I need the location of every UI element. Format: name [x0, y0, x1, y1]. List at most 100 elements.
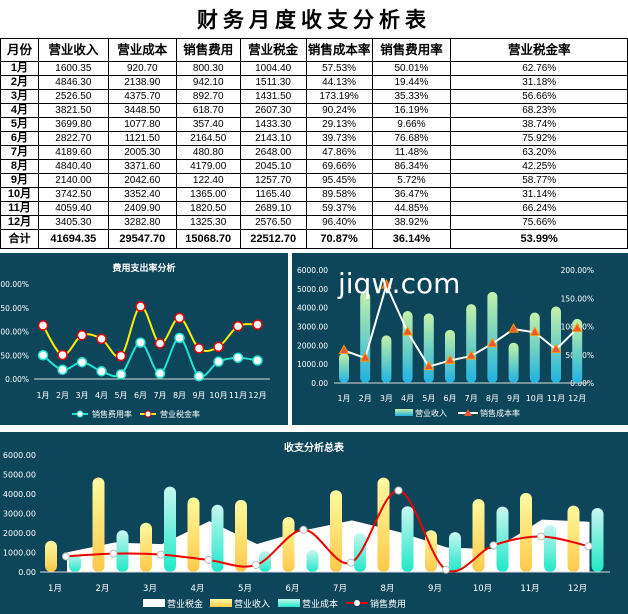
table-cell: 2526.50	[37, 89, 109, 104]
data-point	[299, 525, 308, 534]
revenue-bar	[140, 522, 152, 572]
data-point	[213, 356, 224, 367]
data-point	[347, 558, 355, 567]
data-point	[154, 368, 166, 379]
data-point	[252, 355, 263, 366]
triangle-marker	[359, 352, 371, 362]
legend-label: 销售费用率	[92, 409, 132, 419]
cost-bar	[211, 504, 224, 572]
data-point	[115, 369, 127, 380]
table-cell: 9月	[0, 173, 39, 188]
table-cell: 62.76%	[450, 61, 628, 76]
x-tick-label: 8月	[486, 394, 499, 403]
column-header: 销售成本率	[305, 38, 373, 62]
revenue-bar	[360, 291, 371, 383]
x-tick-label: 10月	[209, 391, 227, 400]
table-cell: 44.85%	[371, 201, 452, 216]
table-cell: 618.70	[175, 103, 241, 118]
revenue-bar	[466, 304, 477, 383]
y-tick-label: 6000.00	[297, 266, 328, 275]
table-cell: 8月	[0, 159, 39, 174]
x-tick-label: 8月	[173, 391, 186, 400]
revenue-bar	[487, 291, 498, 383]
y-tick-label: 6000.00	[3, 451, 36, 460]
total-cell: 70.87%	[305, 229, 373, 249]
x-tick-label: 6月	[443, 394, 456, 403]
revenue-bar	[45, 540, 57, 572]
table-cell: 36.47%	[371, 187, 452, 202]
x-tick-label: 10月	[526, 394, 544, 403]
table-cell: 3821.50	[37, 103, 109, 118]
column-header: 月份	[0, 38, 39, 62]
table-cell: 3699.80	[37, 117, 109, 132]
cost-bar	[69, 554, 81, 572]
table-cell: 31.18%	[450, 75, 628, 90]
data-point	[154, 338, 166, 349]
y-tick-label: 3000.00	[297, 323, 328, 332]
y-tick-label: 100.00%	[0, 328, 29, 337]
y-tick-label: 2000.00	[297, 341, 328, 350]
triangle-marker	[338, 344, 350, 354]
table-cell: 2409.90	[107, 201, 177, 216]
table-cell: 96.40%	[305, 215, 373, 230]
legend-label: 营业税金率	[160, 409, 200, 419]
data-point	[62, 552, 70, 561]
x-tick-label: 2月	[359, 394, 372, 403]
data-point	[394, 486, 403, 495]
x-tick-label: 5月	[238, 584, 252, 594]
table-cell: 2648.00	[239, 145, 307, 160]
triangle-marker	[444, 354, 456, 365]
triangle-marker	[571, 322, 583, 333]
chart-title: 收支分析总表	[284, 441, 345, 454]
column-header: 营业成本	[107, 38, 177, 62]
table-cell: 2143.10	[239, 131, 307, 146]
revenue-bar	[282, 516, 295, 572]
table-cell: 39.73%	[305, 131, 373, 146]
table-cell: 6月	[0, 131, 39, 146]
table-cell: 89.58%	[305, 187, 373, 202]
table-cell: 57.53%	[305, 61, 373, 76]
triangle-marker	[508, 323, 519, 333]
data-point	[213, 341, 224, 353]
data-point	[57, 364, 68, 376]
total-cell: 36.14%	[371, 229, 452, 249]
table-cell: 1257.70	[239, 173, 307, 188]
y-tick-label: 1000.00	[3, 549, 36, 558]
data-point	[232, 352, 244, 363]
triangle-marker	[465, 349, 477, 360]
y-tick-label: 3000.00	[3, 510, 36, 519]
x-tick-label: 1月	[337, 394, 350, 403]
table-cell: 1077.80	[107, 117, 177, 132]
table-cell: 800.30	[175, 61, 241, 76]
data-point	[232, 320, 244, 332]
table-cell: 11月	[0, 201, 39, 216]
table-cell: 1325.30	[175, 215, 241, 230]
y-tick-label: 4000.00	[3, 490, 36, 499]
total-cell: 合计	[0, 229, 39, 249]
table-cell: 3742.50	[37, 187, 109, 202]
x-tick-label: 1月	[48, 584, 62, 594]
table-cell: 2607.30	[239, 103, 307, 118]
revenue-bar	[381, 335, 392, 383]
total-row: 合计 41694.35 29547.70 15068.70 22512.70 70.87%…	[0, 229, 628, 249]
data-point	[109, 549, 118, 558]
x-tick-label: 3月	[75, 391, 88, 400]
total-cell: 29547.70	[107, 229, 177, 249]
table-cell: 2138.90	[107, 75, 177, 90]
column-header: 营业税金率	[450, 38, 628, 62]
table-cell: 38.92%	[371, 215, 452, 230]
table-cell: 1004.40	[239, 61, 307, 76]
cost-bar	[164, 486, 176, 572]
legend-marker	[354, 600, 360, 606]
x-tick-label: 3月	[143, 584, 157, 594]
table-cell: 10月	[0, 187, 39, 202]
triangle-marker	[529, 326, 541, 336]
x-tick-label: 4月	[95, 391, 108, 400]
table-cell: 1121.50	[107, 131, 177, 146]
table-cell: 3405.30	[37, 215, 109, 230]
data-point	[489, 541, 498, 550]
table-cell: 11.48%	[371, 145, 452, 160]
table-cell: 12月	[0, 215, 39, 230]
table-cell: 173.19%	[305, 89, 373, 104]
table-cell: 19.44%	[371, 75, 452, 90]
